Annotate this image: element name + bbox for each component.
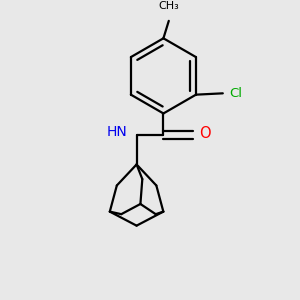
Text: CH₃: CH₃ [158,2,179,11]
Text: Cl: Cl [230,87,242,100]
Text: O: O [199,126,211,141]
Text: HN: HN [106,125,127,139]
